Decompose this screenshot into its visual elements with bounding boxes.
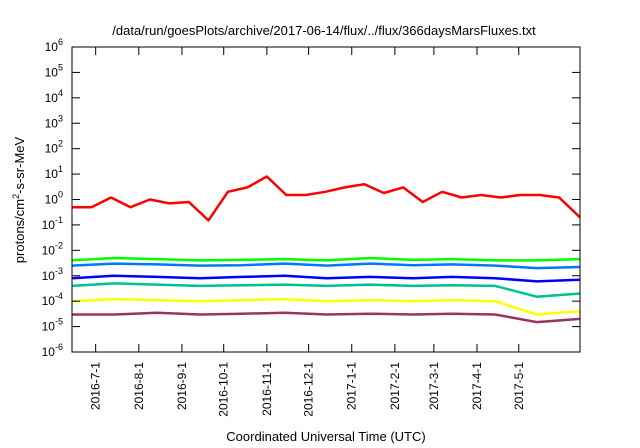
series-line-6 <box>71 282 581 298</box>
y-axis-label: protons/cm2-s-sr-MeV <box>11 136 27 263</box>
y-tick-label-base: 10 <box>42 243 56 257</box>
y-tick-label-exponent: 5 <box>58 62 63 72</box>
y-axis-label-rest: -s-sr-MeV <box>12 136 27 193</box>
y-tick-label-10: 104 <box>45 88 63 105</box>
y-tick-label-base: 10 <box>45 193 59 207</box>
y-tick-label-5: 10-1 <box>42 215 63 232</box>
series-line-8 <box>72 311 581 324</box>
series-line-1 <box>72 175 581 222</box>
y-tick-label-base: 10 <box>45 142 59 156</box>
x-tick-label-6: 2017-1-1 <box>345 362 359 410</box>
x-axis-label: Coordinated Universal Time (UTC) <box>226 429 425 444</box>
y-tick-label-7: 101 <box>45 164 63 181</box>
x-tick-label-9: 2017-4-1 <box>470 362 484 410</box>
y-tick-label-exponent: -1 <box>55 215 63 225</box>
y-tick-label-11: 105 <box>45 62 63 79</box>
y-tick-label-8: 102 <box>45 139 63 156</box>
y-tick-label-base: 10 <box>45 65 59 79</box>
y-tick-label-6: 100 <box>45 190 63 207</box>
chart-title: /data/run/goesPlots/archive/2017-06-14/f… <box>112 23 536 38</box>
y-tick-label-exponent: 4 <box>58 88 63 98</box>
y-tick-label-base: 10 <box>45 116 59 130</box>
x-tick-label-5: 2016-12-1 <box>302 362 316 417</box>
y-tick-label-exponent: -6 <box>55 342 63 352</box>
series-layer <box>71 175 581 324</box>
ticks-layer: 10-610-510-410-310-210-11001011021031041… <box>42 37 580 417</box>
y-tick-label-base: 10 <box>42 320 56 334</box>
x-tick-label-0: 2016-7-1 <box>89 362 103 410</box>
series-line-4 <box>71 268 581 275</box>
y-tick-label-exponent: -3 <box>55 266 63 276</box>
series-line-3 <box>71 262 581 270</box>
y-tick-label-exponent: 0 <box>58 190 63 200</box>
y-tick-label-exponent: 1 <box>58 164 63 174</box>
y-tick-label-base: 10 <box>42 345 56 359</box>
y-tick-label-1: 10-5 <box>42 317 63 334</box>
x-tick-label-3: 2016-10-1 <box>217 362 231 417</box>
y-tick-label-3: 10-3 <box>42 266 63 283</box>
y-tick-label-base: 10 <box>42 218 56 232</box>
y-tick-label-exponent: -2 <box>55 240 63 250</box>
y-tick-label-base: 10 <box>45 40 59 54</box>
y-tick-label-9: 103 <box>45 113 63 130</box>
x-tick-label-10: 2017-5-1 <box>512 362 526 410</box>
plot-frame <box>71 46 581 353</box>
x-tick-label-4: 2016-11-1 <box>260 362 274 416</box>
y-tick-label-base: 10 <box>42 269 56 283</box>
x-tick-label-1: 2016-8-1 <box>132 362 146 410</box>
y-tick-label-base: 10 <box>42 294 56 308</box>
x-tick-label-7: 2017-2-1 <box>388 362 402 410</box>
series-line-7 <box>71 297 581 316</box>
y-tick-label-4: 10-2 <box>42 240 63 257</box>
x-tick-label-2: 2016-9-1 <box>175 362 189 410</box>
y-tick-label-exponent: 6 <box>58 37 63 47</box>
series-line-2 <box>71 256 581 262</box>
y-tick-label-base: 10 <box>45 91 59 105</box>
series-line-5 <box>71 274 581 283</box>
y-tick-label-2: 10-4 <box>42 291 63 308</box>
y-tick-label-0: 10-6 <box>42 342 63 359</box>
y-tick-label-12: 106 <box>45 37 63 54</box>
y-tick-label-exponent: -5 <box>55 317 63 327</box>
x-tick-label-8: 2017-3-1 <box>427 362 441 410</box>
y-tick-label-exponent: 3 <box>58 113 63 123</box>
y-tick-label-base: 10 <box>45 167 59 181</box>
y-axis-label-unit: protons/cm <box>12 199 27 263</box>
y-axis-label-superscript: 2 <box>11 194 21 199</box>
y-tick-label-exponent: -4 <box>55 291 63 301</box>
y-tick-label-exponent: 2 <box>58 139 63 149</box>
